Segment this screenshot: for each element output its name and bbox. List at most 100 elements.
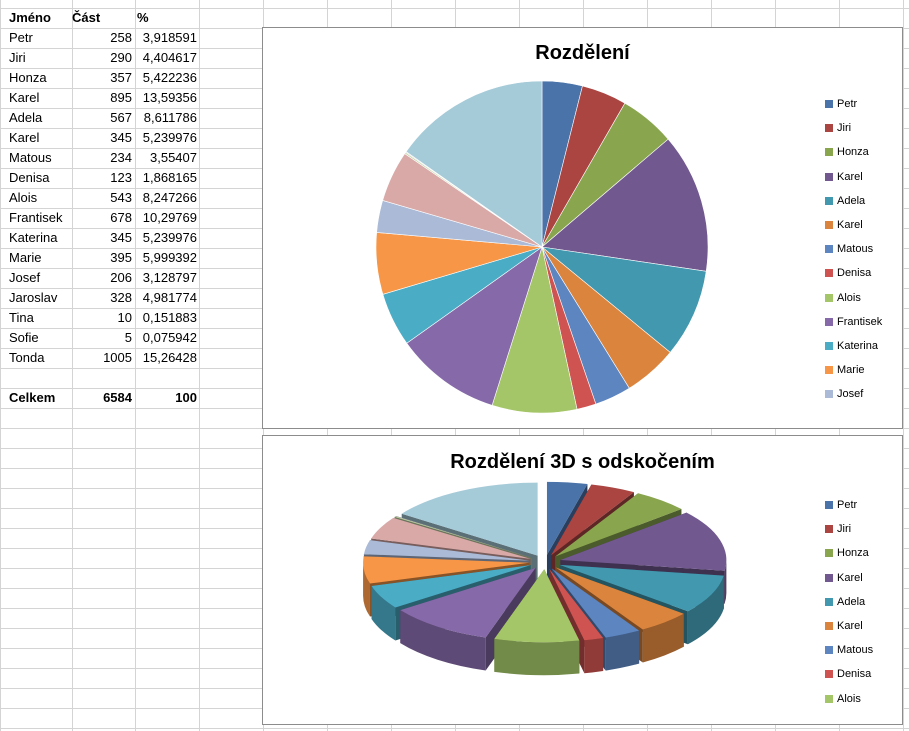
pie-plot — [375, 80, 709, 414]
pie-slice[interactable] — [540, 246, 707, 353]
value-cell[interactable]: 10 — [117, 310, 132, 325]
percent-cell[interactable]: 5,239976 — [142, 230, 197, 245]
value-cell[interactable]: 395 — [110, 250, 132, 265]
legend-swatch — [825, 269, 833, 278]
legend-label: Petr — [837, 98, 858, 110]
name-cell[interactable]: Marie — [9, 250, 42, 265]
legend-label: Adela — [837, 194, 866, 207]
pie-slice[interactable] — [405, 80, 543, 248]
percent-cell[interactable]: 0,075942 — [142, 330, 197, 345]
value-cell[interactable]: 328 — [110, 290, 132, 305]
pie-slice[interactable] — [406, 246, 543, 406]
legend-label: Katerina — [837, 340, 878, 352]
pie-slice[interactable] — [541, 138, 709, 272]
percent-cell[interactable]: 3,918591 — [142, 30, 197, 45]
legend-label: Karel — [837, 620, 863, 632]
name-cell[interactable]: Alois — [9, 190, 38, 205]
legend-swatch — [825, 390, 833, 399]
name-cell[interactable]: Matous — [9, 150, 52, 165]
header-cell[interactable]: Část — [72, 10, 101, 25]
value-cell[interactable]: 234 — [110, 150, 132, 165]
name-cell[interactable]: Sofie — [9, 330, 39, 345]
chart-legend: Petr Jiri Honza Karel Adela Karel Matous Denisa… — [825, 97, 900, 407]
chart-legend: Petr Jiri Honza Karel Adela Karel Matous Denisa… — [825, 498, 900, 718]
chart-title: Rozdělení — [535, 42, 630, 64]
percent-cell[interactable]: 5,422236 — [142, 70, 197, 85]
name-cell[interactable]: Karel — [9, 90, 40, 105]
total-value[interactable]: 6584 — [103, 390, 132, 405]
value-cell[interactable]: 678 — [110, 210, 132, 225]
name-cell[interactable]: Tina — [9, 310, 34, 325]
legend-label: Adela — [837, 595, 866, 608]
legend-swatch — [825, 293, 833, 302]
legend-label: Matous — [837, 243, 874, 256]
value-cell[interactable]: 567 — [110, 110, 132, 125]
name-cell[interactable]: Katerina — [9, 230, 58, 245]
legend-swatch — [825, 646, 833, 655]
legend-label: Denisa — [837, 668, 872, 681]
value-cell[interactable]: 345 — [110, 230, 132, 245]
value-cell[interactable]: 206 — [110, 270, 132, 285]
percent-cell[interactable]: 3,128797 — [142, 270, 197, 285]
legend-swatch — [825, 342, 833, 350]
percent-cell[interactable]: 0,151883 — [142, 310, 197, 325]
pie-slice[interactable] — [491, 245, 578, 414]
percent-cell[interactable]: 13,59356 — [142, 90, 197, 105]
percent-cell[interactable]: 5,239976 — [142, 130, 197, 145]
legend-swatch — [825, 221, 833, 229]
name-cell[interactable]: Jaroslav — [9, 290, 58, 305]
percent-cell[interactable]: 4,404617 — [142, 50, 197, 65]
value-cell[interactable]: 543 — [110, 190, 132, 205]
percent-cell[interactable]: 5,999392 — [142, 250, 197, 265]
legend-label: Josef — [837, 388, 864, 401]
value-cell[interactable]: 123 — [110, 170, 132, 185]
name-cell[interactable]: Petr — [9, 30, 33, 45]
total-label[interactable]: Celkem — [9, 390, 56, 405]
header-cell[interactable]: % — [137, 10, 149, 25]
legend-label: Jiri — [837, 523, 852, 536]
value-cell[interactable]: 357 — [110, 70, 132, 85]
value-cell[interactable]: 290 — [110, 50, 132, 65]
legend-swatch — [825, 124, 833, 133]
legend-swatch — [825, 501, 833, 509]
legend-label: Jiri — [837, 122, 852, 135]
value-cell[interactable]: 258 — [110, 30, 132, 45]
legend-swatch — [825, 525, 833, 534]
value-cell[interactable]: 5 — [124, 330, 132, 345]
percent-cell[interactable]: 1,868165 — [142, 170, 197, 185]
pie-chart-3d[interactable]: Rozdělení 3D s odskočením Petr Jiri Honza K… — [262, 435, 903, 725]
total-percent[interactable]: 100 — [175, 390, 197, 405]
legend-label: Karel — [837, 571, 863, 584]
percent-cell[interactable]: 8,247266 — [142, 190, 197, 205]
percent-cell[interactable]: 10,29769 — [142, 210, 197, 225]
pie-chart[interactable]: Rozdělení Petr Jiri Honza Karel Adela Karel Ma… — [262, 27, 903, 429]
header-cell[interactable]: Jméno — [9, 10, 51, 25]
legend-swatch — [825, 622, 833, 630]
name-cell[interactable]: Denisa — [9, 170, 50, 185]
name-cell[interactable]: Tonda — [9, 350, 45, 365]
name-cell[interactable]: Frantisek — [9, 210, 63, 225]
legend-swatch — [825, 597, 833, 606]
name-cell[interactable]: Adela — [9, 110, 43, 125]
percent-cell[interactable]: 3,55407 — [150, 150, 197, 165]
value-cell[interactable]: 1005 — [103, 350, 132, 365]
name-cell[interactable]: Honza — [9, 70, 47, 85]
legend-label: Matous — [837, 644, 874, 657]
value-cell[interactable]: 895 — [110, 90, 132, 105]
pie-slice-3d[interactable] — [494, 569, 580, 676]
legend-swatch — [825, 148, 833, 157]
legend-label: Karel — [837, 219, 863, 231]
percent-cell[interactable]: 15,26428 — [142, 350, 197, 365]
value-cell[interactable]: 345 — [110, 130, 132, 145]
name-cell[interactable]: Karel — [9, 130, 40, 145]
pie-plot-3d — [363, 481, 727, 676]
legend-swatch — [825, 670, 833, 679]
name-cell[interactable]: Jiri — [9, 50, 26, 65]
percent-cell[interactable]: 4,981774 — [142, 290, 197, 305]
legend-swatch — [825, 573, 833, 582]
name-cell[interactable]: Josef — [9, 270, 41, 285]
legend-swatch — [825, 694, 833, 703]
legend-swatch — [825, 317, 833, 326]
percent-cell[interactable]: 8,611786 — [143, 110, 197, 125]
